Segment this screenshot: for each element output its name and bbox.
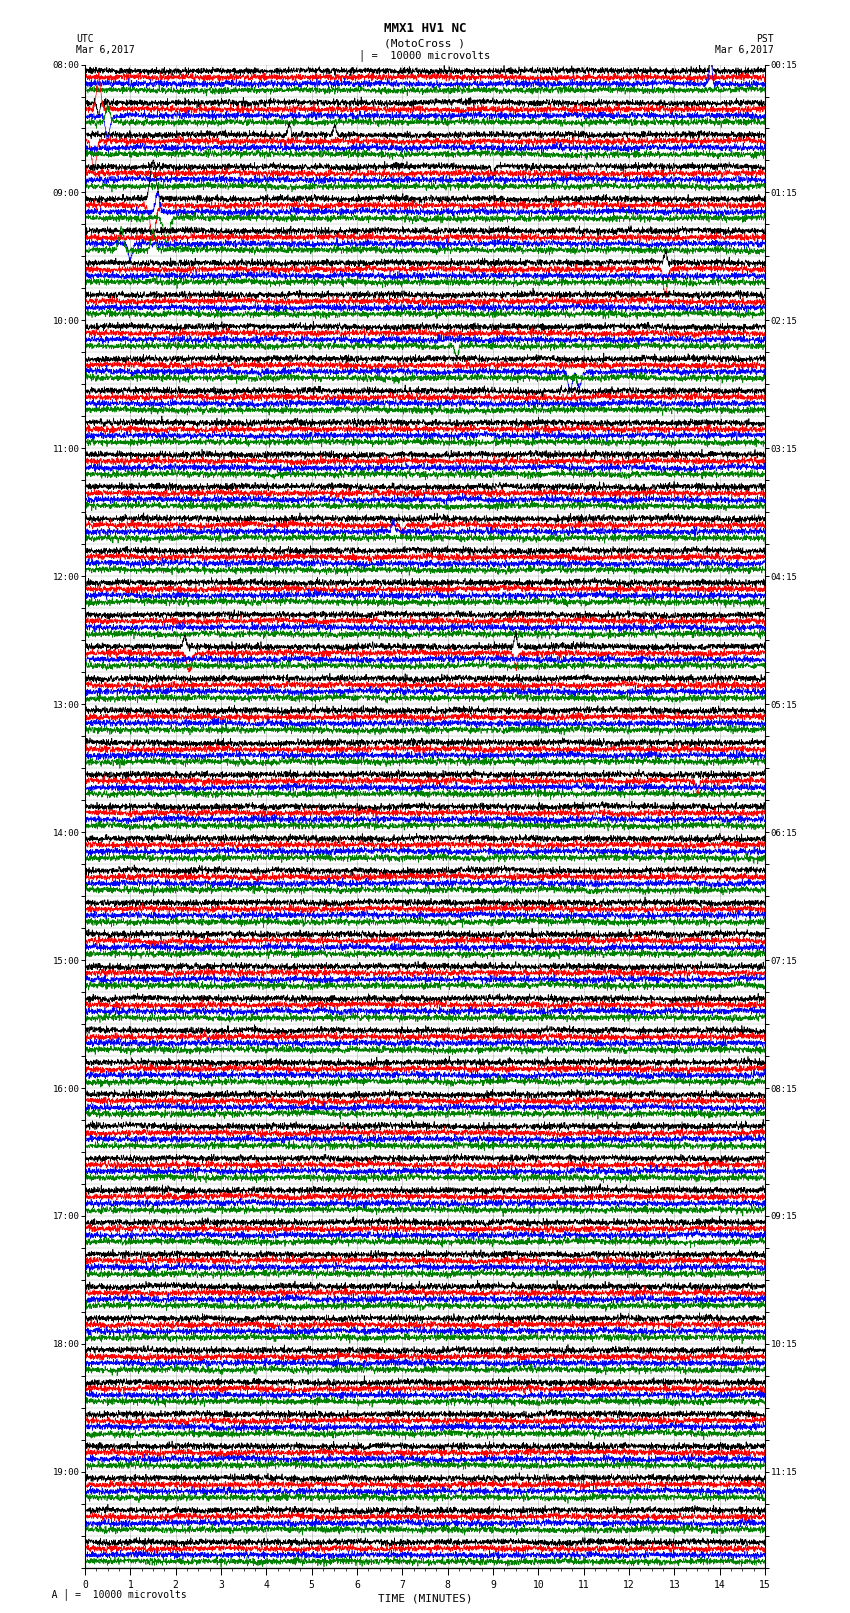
- X-axis label: TIME (MINUTES): TIME (MINUTES): [377, 1594, 473, 1603]
- Text: Mar 6,2017: Mar 6,2017: [76, 45, 135, 55]
- Text: (MotoCross ): (MotoCross ): [384, 39, 466, 48]
- Text: A │ =  10000 microvolts: A │ = 10000 microvolts: [34, 1589, 187, 1600]
- Text: PST: PST: [756, 34, 774, 44]
- Text: Mar 6,2017: Mar 6,2017: [715, 45, 774, 55]
- Text: │ =  10000 microvolts: │ = 10000 microvolts: [360, 50, 490, 61]
- Text: UTC: UTC: [76, 34, 94, 44]
- Text: MMX1 HV1 NC: MMX1 HV1 NC: [383, 23, 467, 35]
